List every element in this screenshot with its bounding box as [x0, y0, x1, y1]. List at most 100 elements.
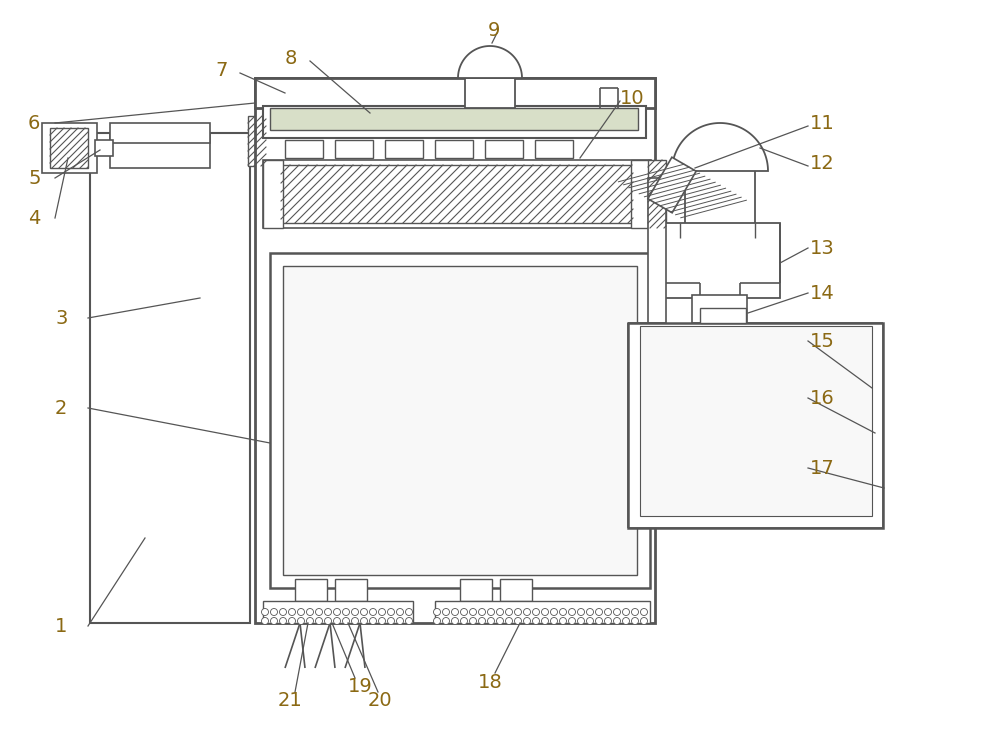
Text: 4: 4: [28, 209, 40, 227]
Bar: [335, 579, 367, 601]
Circle shape: [325, 609, 332, 615]
Bar: [628, 323, 883, 528]
Bar: [248, 116, 266, 166]
Bar: [335, 140, 373, 158]
Circle shape: [524, 609, 530, 615]
Bar: [460, 579, 492, 601]
Circle shape: [289, 618, 296, 624]
Bar: [385, 140, 423, 158]
Circle shape: [406, 618, 413, 624]
Circle shape: [334, 618, 341, 624]
Circle shape: [560, 609, 566, 615]
Circle shape: [479, 609, 486, 615]
Circle shape: [614, 609, 620, 615]
Circle shape: [506, 609, 512, 615]
Bar: [248, 116, 266, 166]
Circle shape: [316, 618, 323, 624]
Circle shape: [578, 618, 584, 624]
Bar: [631, 160, 651, 228]
Circle shape: [388, 609, 395, 615]
Bar: [295, 579, 327, 601]
Circle shape: [514, 609, 522, 615]
Text: 19: 19: [348, 677, 373, 695]
Circle shape: [506, 618, 512, 624]
Circle shape: [596, 618, 602, 624]
Circle shape: [532, 618, 540, 624]
Text: 18: 18: [478, 674, 503, 692]
Circle shape: [452, 618, 459, 624]
Circle shape: [289, 609, 296, 615]
Circle shape: [298, 609, 305, 615]
Circle shape: [470, 609, 477, 615]
Circle shape: [488, 618, 495, 624]
Circle shape: [640, 609, 648, 615]
Circle shape: [532, 609, 540, 615]
Circle shape: [632, 609, 639, 615]
Circle shape: [640, 618, 648, 624]
Circle shape: [334, 609, 341, 615]
Circle shape: [568, 618, 576, 624]
Circle shape: [434, 609, 441, 615]
Circle shape: [542, 609, 548, 615]
Circle shape: [514, 618, 522, 624]
Circle shape: [479, 618, 486, 624]
Text: 12: 12: [810, 154, 835, 173]
Circle shape: [406, 609, 413, 615]
Bar: [485, 140, 523, 158]
Polygon shape: [672, 123, 768, 171]
Circle shape: [443, 618, 450, 624]
Text: 5: 5: [28, 168, 41, 187]
Circle shape: [452, 609, 459, 615]
Circle shape: [361, 618, 368, 624]
Circle shape: [280, 618, 287, 624]
Bar: [263, 601, 413, 623]
Circle shape: [397, 609, 404, 615]
Circle shape: [470, 618, 477, 624]
Bar: [685, 168, 755, 228]
Circle shape: [560, 618, 566, 624]
Text: 9: 9: [488, 21, 500, 40]
Circle shape: [370, 609, 377, 615]
Circle shape: [379, 618, 386, 624]
Text: 20: 20: [368, 691, 393, 709]
Circle shape: [397, 618, 404, 624]
Text: 11: 11: [810, 114, 835, 133]
Circle shape: [550, 618, 558, 624]
Bar: [50, 128, 88, 168]
Polygon shape: [458, 46, 522, 78]
Circle shape: [343, 609, 350, 615]
Bar: [535, 140, 573, 158]
Circle shape: [524, 618, 530, 624]
Circle shape: [586, 618, 594, 624]
Bar: [95, 140, 113, 156]
Bar: [50, 128, 88, 168]
Bar: [703, 320, 735, 335]
Circle shape: [361, 609, 368, 615]
Circle shape: [307, 618, 314, 624]
Circle shape: [271, 618, 278, 624]
Text: 1: 1: [55, 616, 67, 635]
Circle shape: [262, 618, 269, 624]
Text: 10: 10: [620, 89, 645, 108]
Circle shape: [298, 618, 305, 624]
Circle shape: [542, 618, 548, 624]
Text: 6: 6: [28, 114, 40, 133]
Circle shape: [488, 609, 495, 615]
Text: 3: 3: [55, 308, 67, 328]
Bar: [263, 106, 646, 138]
Bar: [500, 579, 532, 601]
Bar: [435, 601, 650, 623]
Circle shape: [262, 609, 269, 615]
Bar: [110, 123, 210, 143]
Circle shape: [434, 618, 441, 624]
Circle shape: [622, 618, 630, 624]
Circle shape: [596, 609, 602, 615]
Circle shape: [622, 609, 630, 615]
Circle shape: [280, 609, 287, 615]
Text: 2: 2: [55, 399, 67, 418]
Bar: [660, 223, 780, 298]
Bar: [712, 338, 726, 348]
Bar: [648, 178, 666, 323]
Circle shape: [586, 609, 594, 615]
Circle shape: [388, 618, 395, 624]
